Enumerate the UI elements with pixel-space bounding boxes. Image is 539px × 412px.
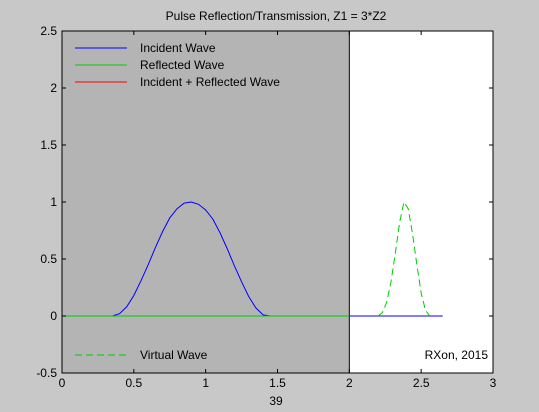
x-tick-label: 2 (346, 376, 353, 390)
legend-label-0: Incident Wave (140, 41, 216, 55)
legend-label-2: Incident + Reflected Wave (140, 75, 280, 89)
x-tick-label: 3 (490, 376, 497, 390)
y-tick-label: -0.5 (36, 366, 57, 380)
legend: Incident Wave Reflected Wave Incident + Re… (75, 41, 280, 362)
chart-title: Pulse Reflection/Transmission, Z1 = 3*Z2 (166, 9, 387, 23)
series-line-0 (62, 201, 443, 317)
y-tick-label: 1 (50, 195, 57, 209)
series-line-3 (377, 200, 431, 317)
y-tick-label: 0 (50, 309, 57, 323)
x-tick-label: 1 (202, 376, 209, 390)
y-tick-label: 2 (50, 81, 57, 95)
legend-label-1: Reflected Wave (140, 58, 225, 72)
y-tick-label: 1.5 (40, 138, 57, 152)
y-tick-label: 0.5 (40, 252, 57, 266)
x-tick-label: 1.5 (269, 376, 286, 390)
x-tick-label: 2.5 (413, 376, 430, 390)
x-tick-label: 0 (59, 376, 66, 390)
legend-label-3: Virtual Wave (140, 348, 208, 362)
series-layer (62, 200, 443, 317)
x-axis-label: 39 (269, 394, 283, 408)
y-tick-label: 2.5 (40, 24, 57, 38)
region-medium-2 (349, 31, 493, 373)
axis-ticks: 0 0.5 1 1.5 2 2.5 3-0.500.511.522.5 (36, 24, 496, 390)
x-tick-label: 0.5 (125, 376, 142, 390)
credit-annotation: RXon, 2015 (425, 348, 489, 362)
